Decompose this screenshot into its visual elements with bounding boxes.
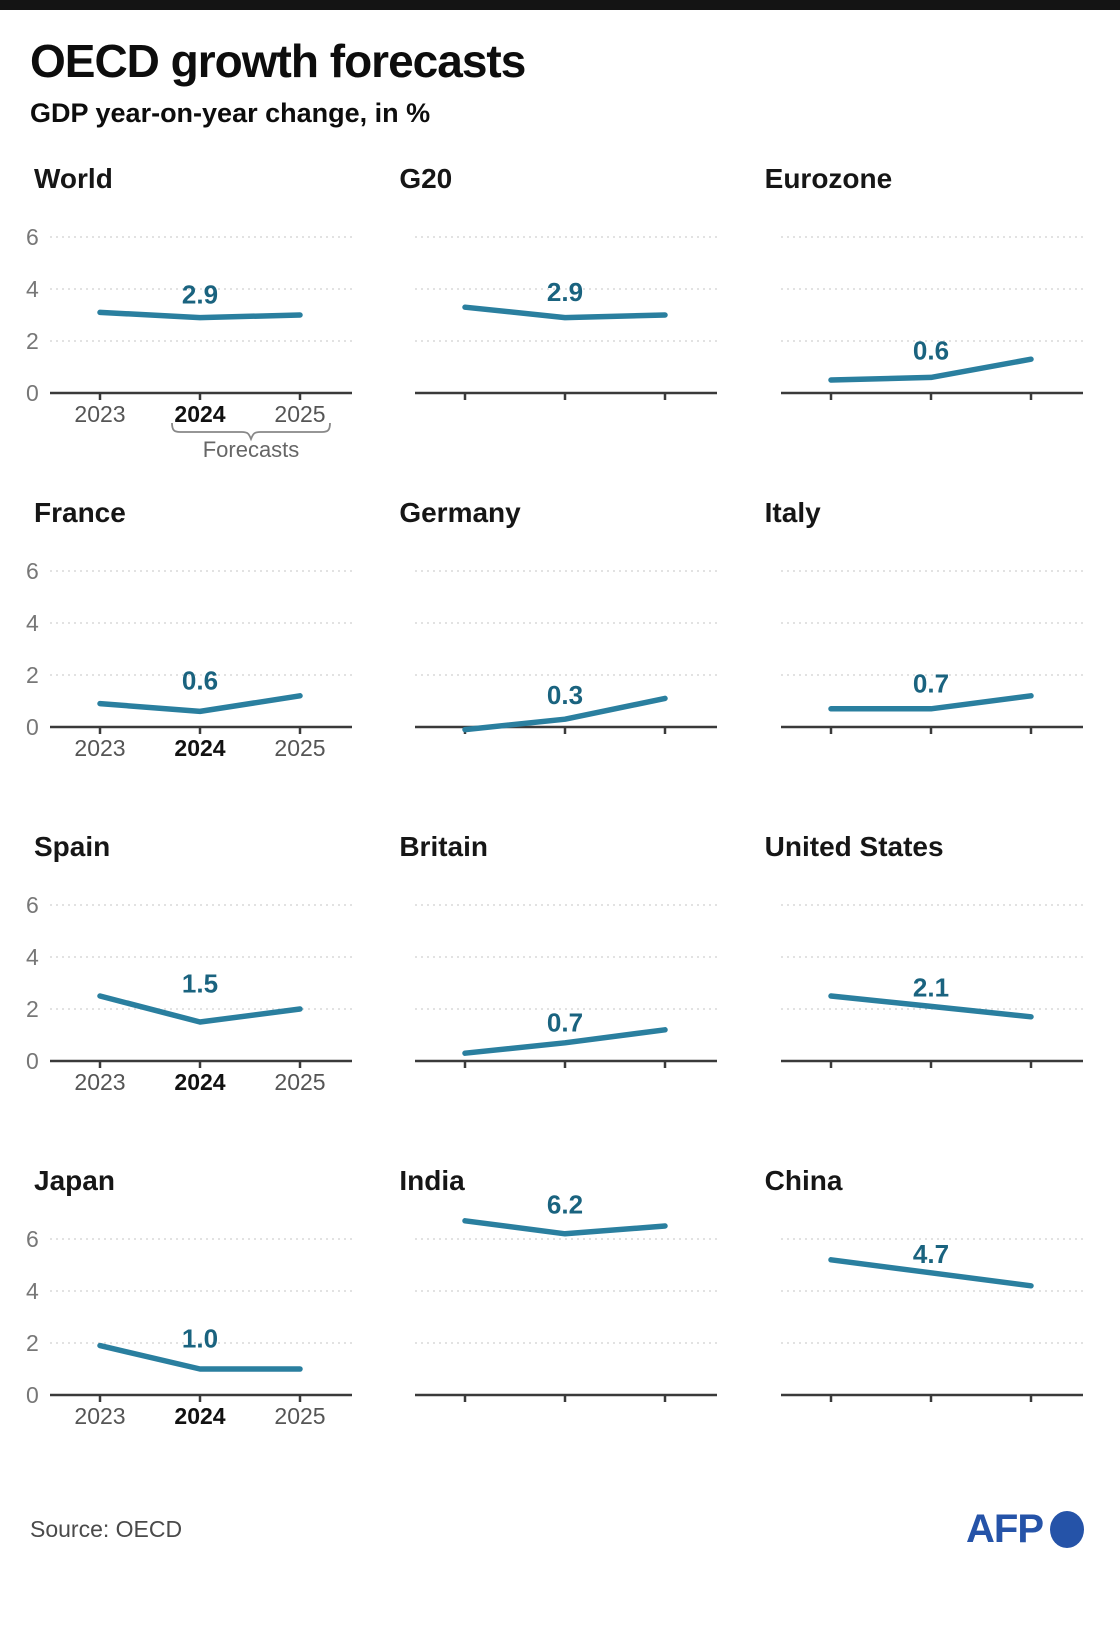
- svg-text:6: 6: [26, 1226, 39, 1252]
- line-chart-japan: 0 2 4 6 2023 2024 2025 1.0: [26, 1226, 352, 1429]
- line-chart-g20: 2.9: [415, 236, 718, 400]
- svg-text:6: 6: [26, 558, 39, 584]
- chart-title: United States: [764, 831, 944, 862]
- svg-text:2023: 2023: [74, 1403, 125, 1429]
- chart-card-eurozone: Eurozone 0.6: [751, 163, 1106, 459]
- svg-text:2025: 2025: [274, 1069, 325, 1095]
- chart-card-germany: Germany 0.3: [385, 497, 740, 793]
- svg-text:0: 0: [26, 1382, 39, 1408]
- line-chart-eurozone: 0.6: [780, 236, 1083, 400]
- line-chart-france: 0 2 4 6 2023 2024 2025 0.6: [26, 558, 352, 761]
- footer: Source: OECD AFP: [0, 1507, 1120, 1552]
- chart-card-france: France 0 2 4 6 2023 2024 2025 0.6: [20, 497, 375, 793]
- svg-text:0.7: 0.7: [547, 1008, 583, 1038]
- svg-text:2023: 2023: [74, 1069, 125, 1095]
- svg-text:6: 6: [26, 892, 39, 918]
- svg-text:2: 2: [26, 662, 39, 688]
- svg-text:4.7: 4.7: [913, 1239, 949, 1269]
- afp-logo: AFP: [966, 1507, 1084, 1552]
- chart-card-g20: G20 2.9: [385, 163, 740, 459]
- svg-text:0.6: 0.6: [913, 336, 949, 366]
- chart-title: World: [34, 163, 113, 194]
- svg-text:2024: 2024: [174, 1069, 225, 1095]
- line-chart-world: 0 2 4 6 2023 2024 2025 2.9 Forecasts: [26, 224, 352, 462]
- line-chart-britain: 0.7: [415, 904, 718, 1068]
- line-chart-india: 6.2: [415, 1189, 718, 1402]
- svg-text:2: 2: [26, 1330, 39, 1356]
- chart-title: G20: [399, 163, 453, 194]
- svg-text:0.7: 0.7: [913, 668, 949, 698]
- svg-text:0: 0: [26, 380, 39, 406]
- line-chart-italy: 0.7: [780, 570, 1083, 734]
- svg-text:0.6: 0.6: [182, 666, 218, 696]
- chart-card-india: India 6.2: [385, 1165, 740, 1461]
- chart-card-japan: Japan 0 2 4 6 2023 2024 2025 1.0: [20, 1165, 375, 1461]
- svg-text:2024: 2024: [174, 735, 225, 761]
- svg-text:2024: 2024: [174, 401, 225, 427]
- chart-title: Japan: [34, 1165, 115, 1196]
- chart-card-spain: Spain 0 2 4 6 2023 2024 2025 1.5: [20, 831, 375, 1127]
- afp-circle-icon: [1050, 1511, 1084, 1548]
- svg-text:2: 2: [26, 328, 39, 354]
- svg-text:0: 0: [26, 1048, 39, 1074]
- header: OECD growth forecasts GDP year-on-year c…: [0, 10, 1120, 129]
- chart-title: China: [764, 1165, 843, 1196]
- svg-text:6: 6: [26, 224, 39, 250]
- source-text: Source: OECD: [30, 1516, 183, 1542]
- svg-text:1.5: 1.5: [182, 969, 218, 999]
- chart-title: Italy: [764, 497, 821, 528]
- line-chart-united-states: 2.1: [780, 904, 1083, 1068]
- svg-text:6.2: 6.2: [547, 1189, 583, 1219]
- svg-text:2.9: 2.9: [182, 280, 218, 310]
- chart-card-britain: Britain 0.7: [385, 831, 740, 1127]
- line-chart-germany: 0.3: [415, 570, 718, 734]
- chart-grid: World 0 2 4 6 2023 2024 2025 2.9 Forecasts G20 2…: [20, 163, 1106, 1461]
- svg-text:2025: 2025: [274, 1403, 325, 1429]
- svg-text:4: 4: [26, 1278, 39, 1304]
- line-chart-china: 4.7: [780, 1238, 1083, 1402]
- svg-text:2: 2: [26, 996, 39, 1022]
- chart-title: Germany: [399, 497, 521, 528]
- chart-title: Spain: [34, 831, 111, 862]
- chart-title: Britain: [399, 831, 489, 862]
- page-title: OECD growth forecasts: [30, 35, 526, 87]
- svg-text:2.1: 2.1: [913, 972, 949, 1002]
- page-subtitle: GDP year-on-year change, in %: [30, 98, 431, 128]
- svg-text:Forecasts: Forecasts: [203, 437, 300, 462]
- svg-text:4: 4: [26, 610, 39, 636]
- svg-text:1.0: 1.0: [182, 1323, 218, 1353]
- chart-card-china: China 4.7: [751, 1165, 1106, 1461]
- top-border-bar: [0, 0, 1120, 10]
- svg-text:2025: 2025: [274, 401, 325, 427]
- line-chart-spain: 0 2 4 6 2023 2024 2025 1.5: [26, 892, 352, 1095]
- svg-text:4: 4: [26, 944, 39, 970]
- afp-logo-text: AFP: [966, 1507, 1044, 1551]
- svg-text:2023: 2023: [74, 401, 125, 427]
- svg-text:0.3: 0.3: [547, 680, 583, 710]
- chart-title: France: [34, 497, 126, 528]
- chart-card-world: World 0 2 4 6 2023 2024 2025 2.9 Forecasts: [20, 163, 375, 462]
- svg-text:0: 0: [26, 714, 39, 740]
- svg-text:2024: 2024: [174, 1403, 225, 1429]
- svg-text:2023: 2023: [74, 735, 125, 761]
- svg-text:4: 4: [26, 276, 39, 302]
- chart-card-italy: Italy 0.7: [751, 497, 1106, 793]
- chart-title: Eurozone: [764, 163, 893, 194]
- svg-text:2025: 2025: [274, 735, 325, 761]
- svg-text:2.9: 2.9: [547, 277, 583, 307]
- chart-title: India: [399, 1165, 465, 1196]
- chart-card-united-states: United States 2.1: [751, 831, 1106, 1127]
